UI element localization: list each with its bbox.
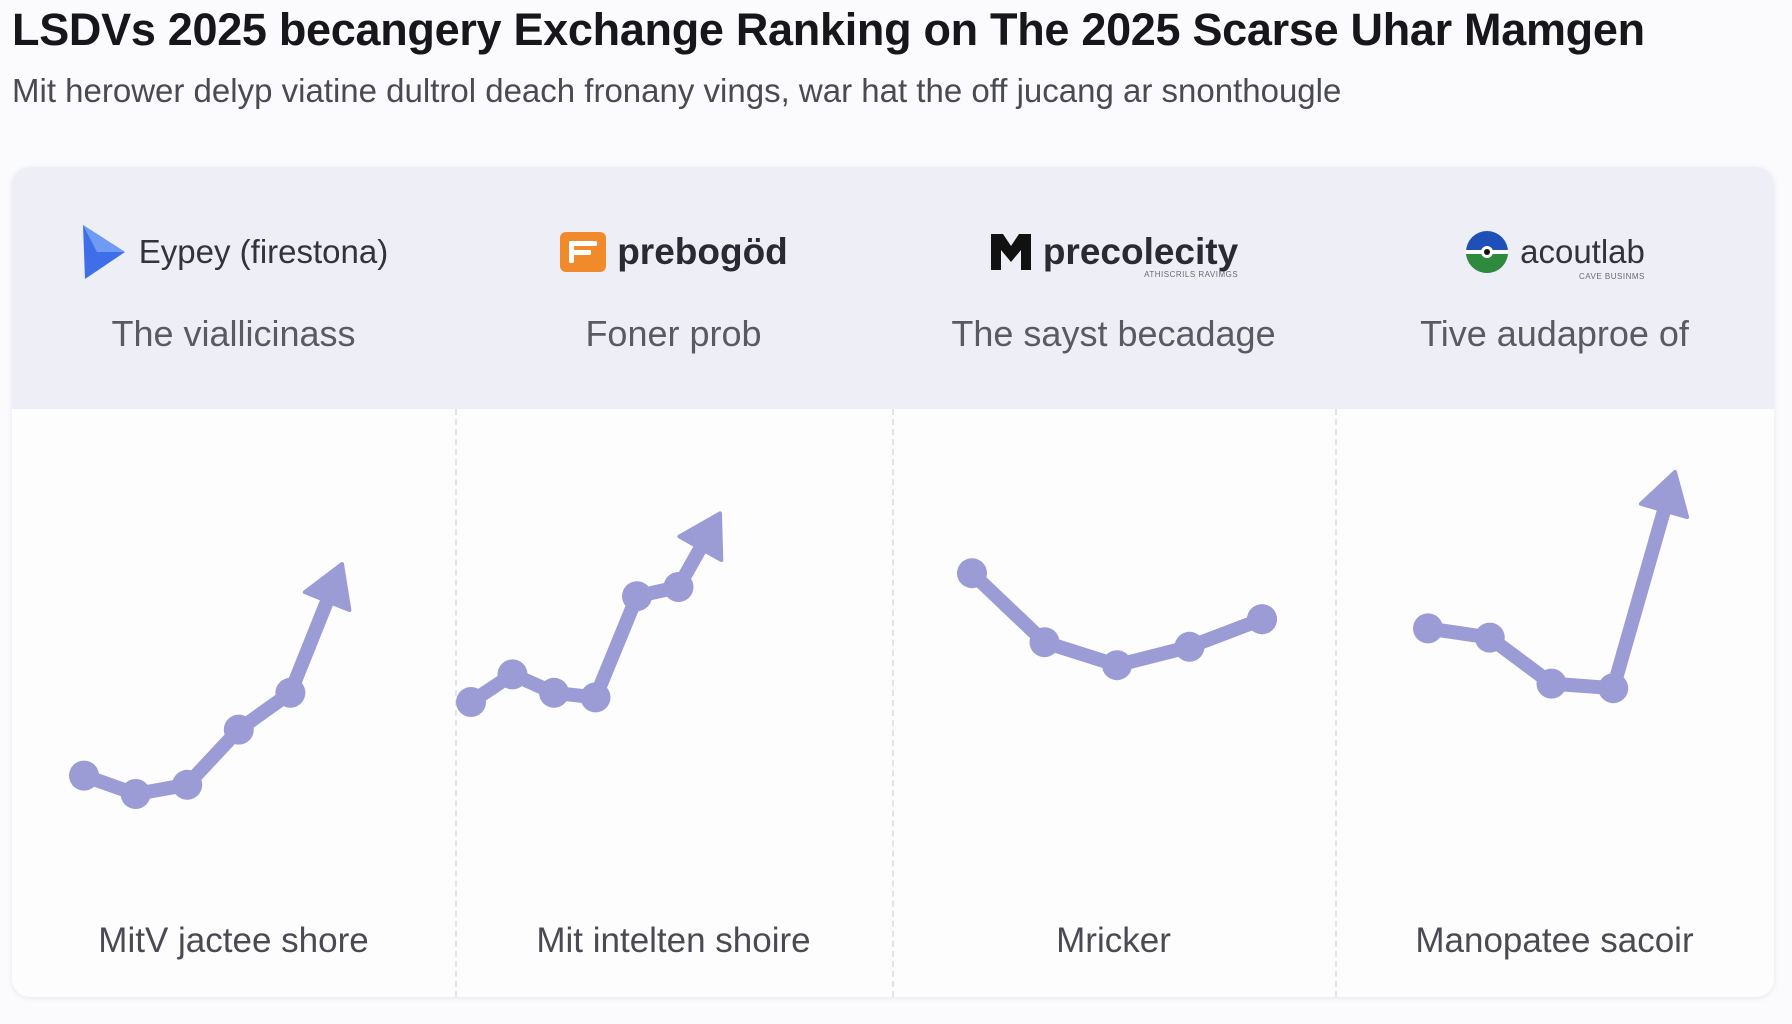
trend-chart-3 — [957, 558, 1277, 681]
exchange-logo-2[interactable]: prebogöd — [455, 217, 892, 287]
data-point — [275, 677, 306, 708]
exchange-logo-text: Eypey (firestona) — [138, 233, 389, 270]
orange-square-f-icon — [560, 232, 607, 272]
trend-arrow-head — [302, 562, 352, 613]
trend-arrow-head — [677, 511, 724, 563]
exchange-footer: Mricker — [1056, 921, 1171, 960]
data-point — [1474, 622, 1505, 653]
exchange-logo-3[interactable]: precolecity ATHISCRILS RAVIMGS — [892, 217, 1335, 287]
column-divider — [1335, 409, 1337, 997]
exchange-column-2: prebogöd Foner prob Mit intelten shoire — [455, 167, 892, 997]
exchange-logo-subtext: CAVE BUSINMS — [1579, 272, 1645, 281]
exchange-footer: Manopatee sacoir — [1415, 921, 1694, 960]
data-point — [622, 581, 652, 612]
exchange-label: The viallicinass — [111, 313, 356, 354]
exchange-column-1: Eypey (firestona) The viallicinass MitV … — [12, 167, 455, 997]
exchange-label: Tive audaproe of — [1420, 313, 1689, 354]
data-point — [1174, 631, 1205, 662]
exchange-logo-text: precolecity — [1042, 231, 1239, 272]
trend-chart-1 — [69, 562, 352, 809]
exchange-logo-subtext: ATHISCRILS RAVIMGS — [1144, 270, 1239, 279]
column-divider — [455, 409, 457, 997]
exchange-logo-text: acoutlab — [1520, 233, 1645, 270]
exchange-label: The sayst becadage — [951, 313, 1276, 354]
data-point — [1536, 668, 1567, 699]
exchange-logo-4[interactable]: acoutlab CAVE BUSINMS — [1335, 217, 1774, 287]
exchange-logo-text: prebogöd — [617, 231, 788, 272]
data-point — [1029, 627, 1060, 658]
data-point — [1102, 650, 1132, 681]
trend-chart-2 — [456, 511, 724, 717]
exchange-footer: MitV jactee shore — [98, 921, 369, 960]
column-divider — [892, 409, 894, 997]
data-point — [539, 677, 569, 708]
data-point — [1413, 613, 1443, 644]
black-m-glyph-icon — [990, 234, 1031, 270]
play-triangle-icon — [82, 225, 125, 279]
trend-arrow-head — [1638, 470, 1690, 520]
data-point — [663, 572, 694, 602]
exchange-column-4: acoutlab CAVE BUSINMS Tive audaproe of M… — [1335, 167, 1774, 997]
data-point — [580, 682, 611, 713]
page-title: LSDVs 2025 becangery Exchange Ranking on… — [12, 4, 1645, 55]
data-point — [497, 659, 528, 690]
data-point — [1247, 604, 1277, 635]
data-point — [120, 779, 151, 809]
card-header-band — [12, 167, 1774, 409]
page-subtitle: Mit herower delyp viatine dultrol deach … — [12, 72, 1342, 109]
ranking-card: Eypey (firestona) The viallicinass MitV … — [12, 167, 1774, 997]
data-point — [223, 714, 254, 745]
exchange-logo-1[interactable]: Eypey (firestona) — [12, 217, 455, 287]
trend-line — [1421, 493, 1674, 696]
exchange-label: Foner prob — [585, 313, 762, 354]
blue-green-circle-icon — [1466, 231, 1509, 273]
trend-chart-4 — [1413, 470, 1690, 704]
data-point — [957, 558, 987, 589]
data-point — [172, 769, 203, 800]
data-point — [1598, 673, 1629, 704]
exchange-column-3: precolecity ATHISCRILS RAVIMGS The sayst… — [892, 167, 1335, 997]
exchange-footer: Mit intelten shoire — [536, 921, 811, 960]
data-point — [456, 687, 486, 717]
data-point — [69, 760, 99, 791]
